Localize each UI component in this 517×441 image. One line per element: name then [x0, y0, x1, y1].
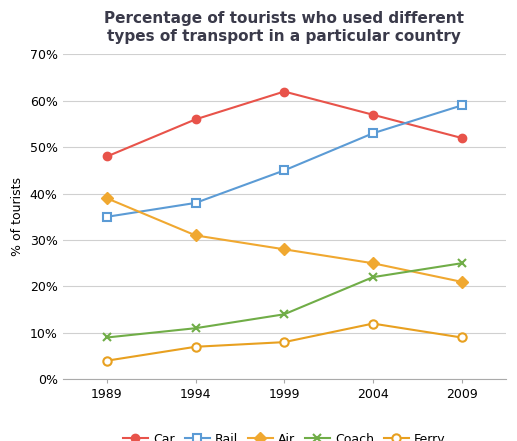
Coach	[370, 274, 376, 280]
Rail	[459, 103, 465, 108]
Rail	[104, 214, 110, 220]
Ferry	[192, 344, 199, 349]
Coach	[192, 325, 199, 331]
Coach	[459, 261, 465, 266]
Rail	[192, 200, 199, 206]
Coach	[281, 312, 287, 317]
Car	[459, 135, 465, 141]
Line: Rail: Rail	[103, 101, 466, 221]
Air	[459, 279, 465, 284]
Line: Air: Air	[103, 194, 466, 286]
Air	[281, 247, 287, 252]
Line: Coach: Coach	[103, 259, 466, 342]
Legend: Car, Rail, Air, Coach, Ferry: Car, Rail, Air, Coach, Ferry	[118, 428, 450, 441]
Ferry	[281, 340, 287, 345]
Rail	[370, 131, 376, 136]
Title: Percentage of tourists who used different
types of transport in a particular cou: Percentage of tourists who used differen…	[104, 11, 464, 44]
Car	[104, 154, 110, 159]
Air	[370, 261, 376, 266]
Y-axis label: % of tourists: % of tourists	[11, 177, 24, 256]
Ferry	[459, 335, 465, 340]
Coach	[104, 335, 110, 340]
Air	[104, 196, 110, 201]
Ferry	[370, 321, 376, 326]
Car	[192, 117, 199, 122]
Line: Car: Car	[103, 87, 466, 161]
Car	[281, 89, 287, 94]
Line: Ferry: Ferry	[103, 319, 466, 365]
Rail	[281, 168, 287, 173]
Air	[192, 233, 199, 238]
Ferry	[104, 358, 110, 363]
Car	[370, 112, 376, 117]
